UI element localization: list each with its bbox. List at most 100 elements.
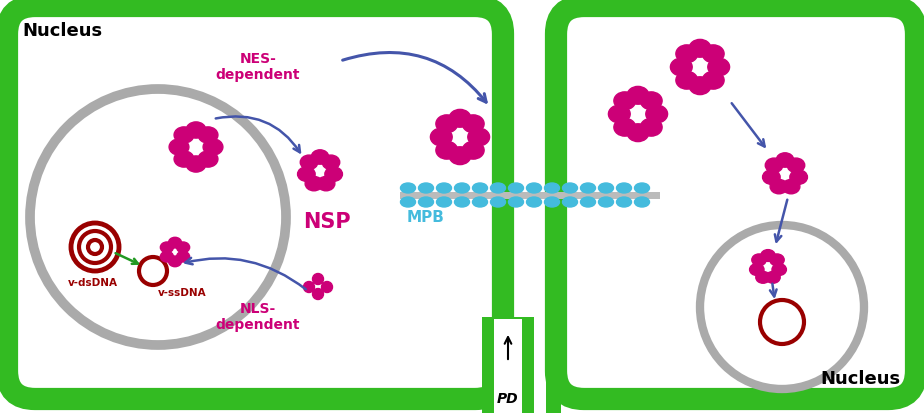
Ellipse shape: [783, 180, 800, 195]
Ellipse shape: [689, 78, 711, 95]
Ellipse shape: [614, 119, 636, 137]
Ellipse shape: [491, 197, 505, 207]
Ellipse shape: [765, 159, 783, 173]
Text: Nucleus: Nucleus: [22, 22, 103, 40]
FancyBboxPatch shape: [494, 319, 522, 413]
Ellipse shape: [176, 252, 189, 262]
Ellipse shape: [322, 156, 340, 170]
Ellipse shape: [305, 177, 322, 191]
Circle shape: [700, 225, 864, 389]
Ellipse shape: [766, 272, 780, 284]
Ellipse shape: [675, 46, 698, 64]
Ellipse shape: [614, 93, 636, 110]
Ellipse shape: [311, 150, 329, 165]
Ellipse shape: [760, 250, 775, 262]
Ellipse shape: [762, 171, 780, 185]
Ellipse shape: [455, 197, 469, 207]
Ellipse shape: [468, 129, 490, 147]
Ellipse shape: [203, 140, 223, 156]
Circle shape: [312, 274, 323, 285]
Ellipse shape: [640, 119, 663, 137]
Ellipse shape: [563, 197, 578, 207]
Ellipse shape: [790, 171, 808, 185]
Text: v-dsDNA: v-dsDNA: [68, 277, 118, 287]
Ellipse shape: [527, 197, 541, 207]
Ellipse shape: [472, 197, 488, 207]
FancyBboxPatch shape: [556, 7, 916, 399]
Ellipse shape: [419, 183, 433, 194]
FancyBboxPatch shape: [503, 317, 513, 413]
FancyBboxPatch shape: [482, 317, 534, 413]
Ellipse shape: [168, 256, 181, 267]
Ellipse shape: [708, 59, 730, 77]
Text: Nucleus: Nucleus: [820, 369, 900, 387]
Ellipse shape: [635, 183, 650, 194]
Ellipse shape: [400, 183, 416, 194]
Ellipse shape: [599, 183, 614, 194]
Ellipse shape: [186, 157, 206, 173]
Ellipse shape: [616, 183, 631, 194]
Ellipse shape: [787, 159, 805, 173]
Circle shape: [312, 289, 323, 300]
Ellipse shape: [580, 183, 595, 194]
Ellipse shape: [563, 183, 578, 194]
Ellipse shape: [770, 254, 784, 266]
Ellipse shape: [544, 183, 560, 194]
Ellipse shape: [508, 183, 524, 194]
Ellipse shape: [689, 40, 711, 58]
Ellipse shape: [608, 106, 630, 123]
Ellipse shape: [431, 129, 452, 147]
Ellipse shape: [702, 46, 724, 64]
Text: NES-
dependent: NES- dependent: [215, 52, 300, 82]
Ellipse shape: [174, 152, 194, 168]
Ellipse shape: [400, 197, 416, 207]
Ellipse shape: [749, 264, 764, 276]
Ellipse shape: [776, 153, 794, 168]
Ellipse shape: [161, 252, 174, 262]
FancyBboxPatch shape: [400, 192, 660, 199]
Ellipse shape: [752, 254, 766, 266]
Ellipse shape: [702, 72, 724, 90]
Circle shape: [30, 90, 286, 345]
Circle shape: [303, 282, 314, 293]
Ellipse shape: [599, 197, 614, 207]
FancyBboxPatch shape: [546, 317, 561, 413]
Ellipse shape: [436, 142, 457, 160]
Ellipse shape: [544, 197, 560, 207]
Text: v-ssDNA: v-ssDNA: [158, 287, 207, 297]
Ellipse shape: [298, 168, 315, 182]
Ellipse shape: [756, 272, 771, 284]
Ellipse shape: [436, 183, 452, 194]
Circle shape: [322, 282, 333, 293]
Ellipse shape: [616, 197, 631, 207]
Ellipse shape: [462, 142, 484, 160]
Ellipse shape: [508, 197, 524, 207]
Ellipse shape: [671, 59, 692, 77]
Ellipse shape: [317, 177, 334, 191]
Ellipse shape: [186, 123, 206, 139]
Ellipse shape: [770, 180, 788, 195]
Text: PD: PD: [497, 391, 518, 405]
Text: MPB: MPB: [407, 209, 444, 224]
Ellipse shape: [161, 242, 174, 253]
Ellipse shape: [300, 156, 318, 170]
Ellipse shape: [419, 197, 433, 207]
Ellipse shape: [198, 152, 218, 168]
FancyBboxPatch shape: [7, 7, 503, 399]
Ellipse shape: [646, 106, 667, 123]
Ellipse shape: [449, 147, 471, 165]
Ellipse shape: [168, 238, 181, 248]
Ellipse shape: [198, 128, 218, 144]
Ellipse shape: [580, 197, 595, 207]
Ellipse shape: [325, 168, 343, 182]
Ellipse shape: [491, 183, 505, 194]
Ellipse shape: [627, 87, 649, 105]
Ellipse shape: [174, 128, 194, 144]
Ellipse shape: [635, 197, 650, 207]
Ellipse shape: [472, 183, 488, 194]
Text: NSP: NSP: [303, 211, 351, 231]
Ellipse shape: [627, 124, 649, 142]
Ellipse shape: [176, 242, 189, 253]
Ellipse shape: [436, 116, 457, 133]
Ellipse shape: [675, 72, 698, 90]
